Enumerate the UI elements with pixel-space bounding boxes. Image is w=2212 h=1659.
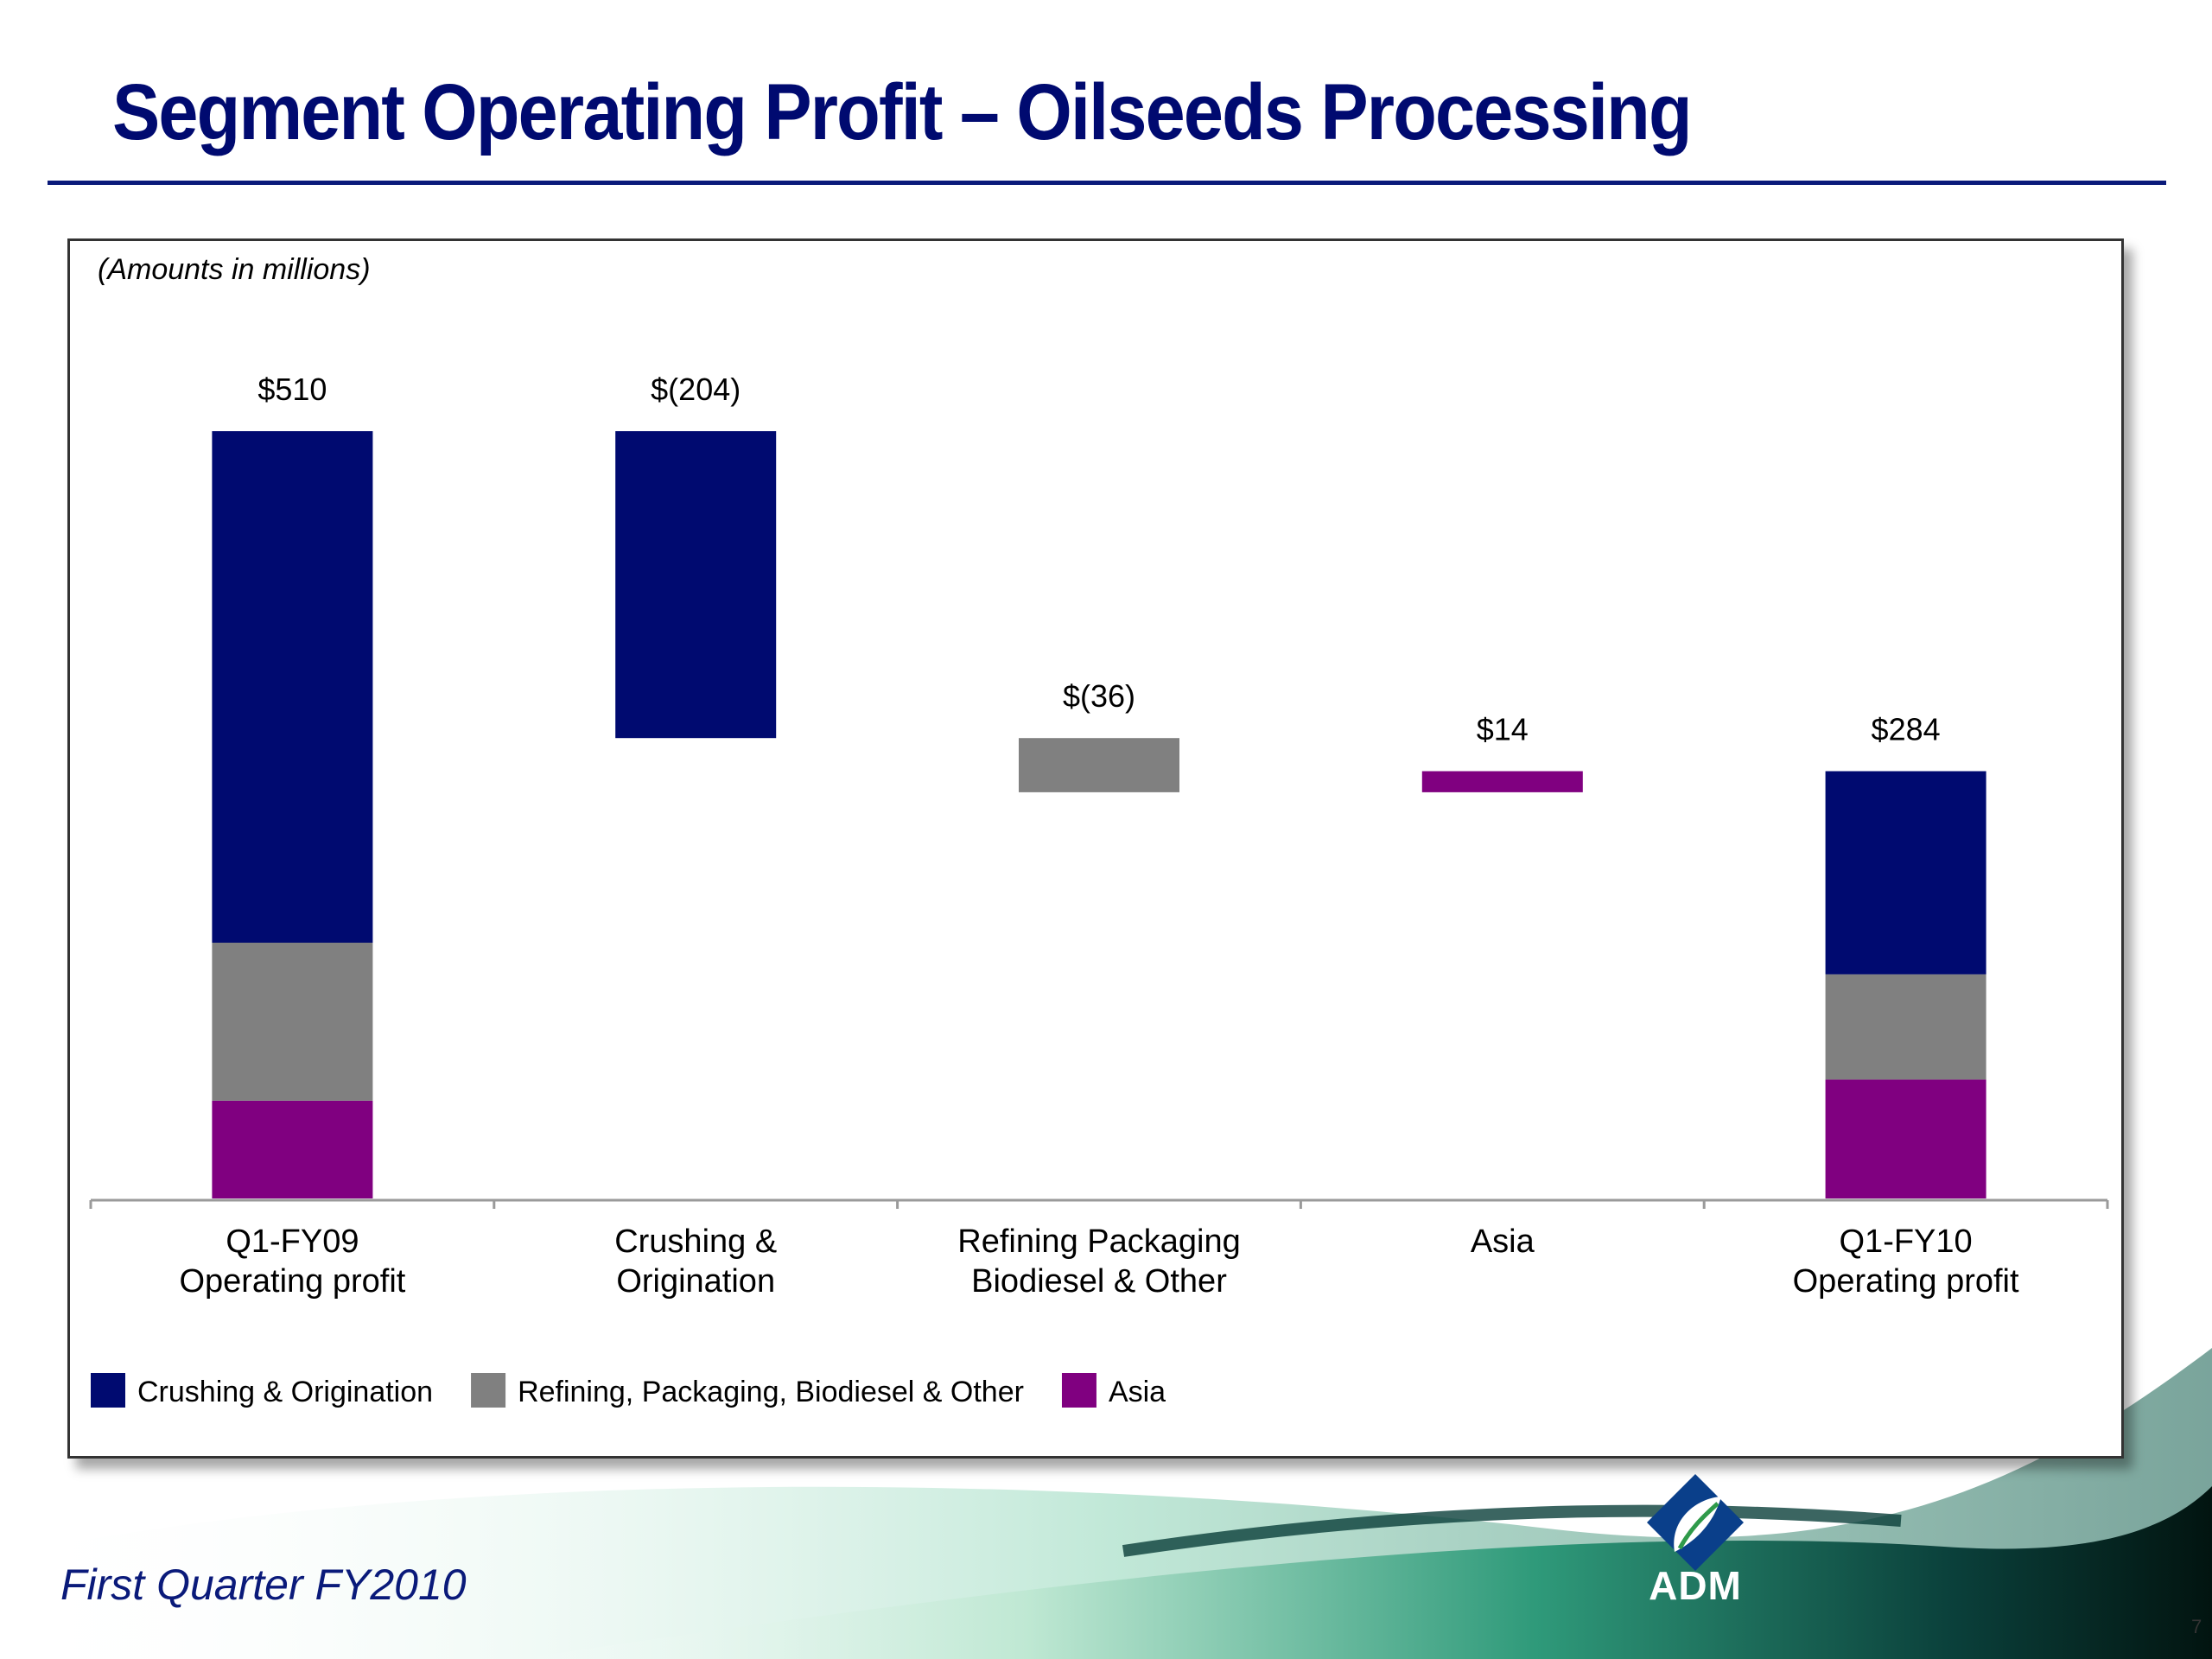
adm-logo-text: ADM bbox=[1649, 1563, 1742, 1608]
data-label: $(204) bbox=[651, 372, 741, 407]
data-label: $(36) bbox=[1063, 678, 1135, 714]
legend-swatch bbox=[1061, 1373, 1096, 1408]
data-label: $284 bbox=[1872, 712, 1941, 747]
bar-segment-crushing-origination bbox=[1825, 771, 1986, 975]
category-label: Refining Packaging bbox=[957, 1224, 1240, 1260]
bar-segment-refining-packaging-biodiesel-other bbox=[1825, 974, 1986, 1080]
title-divider bbox=[48, 181, 2166, 185]
category-label: Q1-FY09 bbox=[226, 1224, 359, 1260]
bar-segment-asia bbox=[1421, 771, 1583, 792]
category-label: Asia bbox=[1471, 1224, 1535, 1260]
legend-swatch bbox=[91, 1373, 125, 1408]
amounts-note: (Amounts in millions) bbox=[98, 253, 371, 286]
legend-label: Refining, Packaging, Biodiesel & Other bbox=[518, 1376, 1024, 1408]
category-label: Q1-FY10 bbox=[1840, 1224, 1973, 1260]
category-label: Biodiesel & Other bbox=[971, 1263, 1227, 1300]
adm-leaf-logo-icon bbox=[1647, 1474, 1744, 1571]
category-label: Origination bbox=[616, 1263, 775, 1300]
bar-segment-crushing-origination bbox=[615, 431, 777, 739]
legend-swatch bbox=[471, 1373, 506, 1408]
bar-segment-asia bbox=[1825, 1079, 1986, 1198]
bar-segment-asia bbox=[212, 1100, 373, 1198]
legend-label: Asia bbox=[1109, 1376, 1166, 1408]
data-label: $14 bbox=[1477, 712, 1529, 747]
data-label: $510 bbox=[257, 372, 327, 407]
page-title: Segment Operating Profit – Oilseeds Proc… bbox=[112, 68, 1693, 156]
category-label: Operating profit bbox=[1793, 1263, 2019, 1300]
footer-quarter-label: First Quarter FY2010 bbox=[60, 1560, 467, 1609]
legend-label: Crushing & Origination bbox=[137, 1376, 433, 1408]
chart-panel: (Amounts in millions) $510 Q1-FY09 Operati… bbox=[67, 238, 2124, 1459]
category-label: Operating profit bbox=[179, 1263, 405, 1300]
bar-segment-refining-packaging-biodiesel-other bbox=[212, 943, 373, 1101]
bar-segment-crushing-origination bbox=[212, 431, 373, 943]
bar-segment-refining-packaging-biodiesel-other bbox=[1019, 738, 1179, 792]
category-label: Crushing & bbox=[614, 1224, 777, 1260]
page-number: 7 bbox=[2191, 1616, 2202, 1637]
waterfall-chart: (Amounts in millions) $510Q1-FY09Operati… bbox=[89, 253, 2109, 1408]
